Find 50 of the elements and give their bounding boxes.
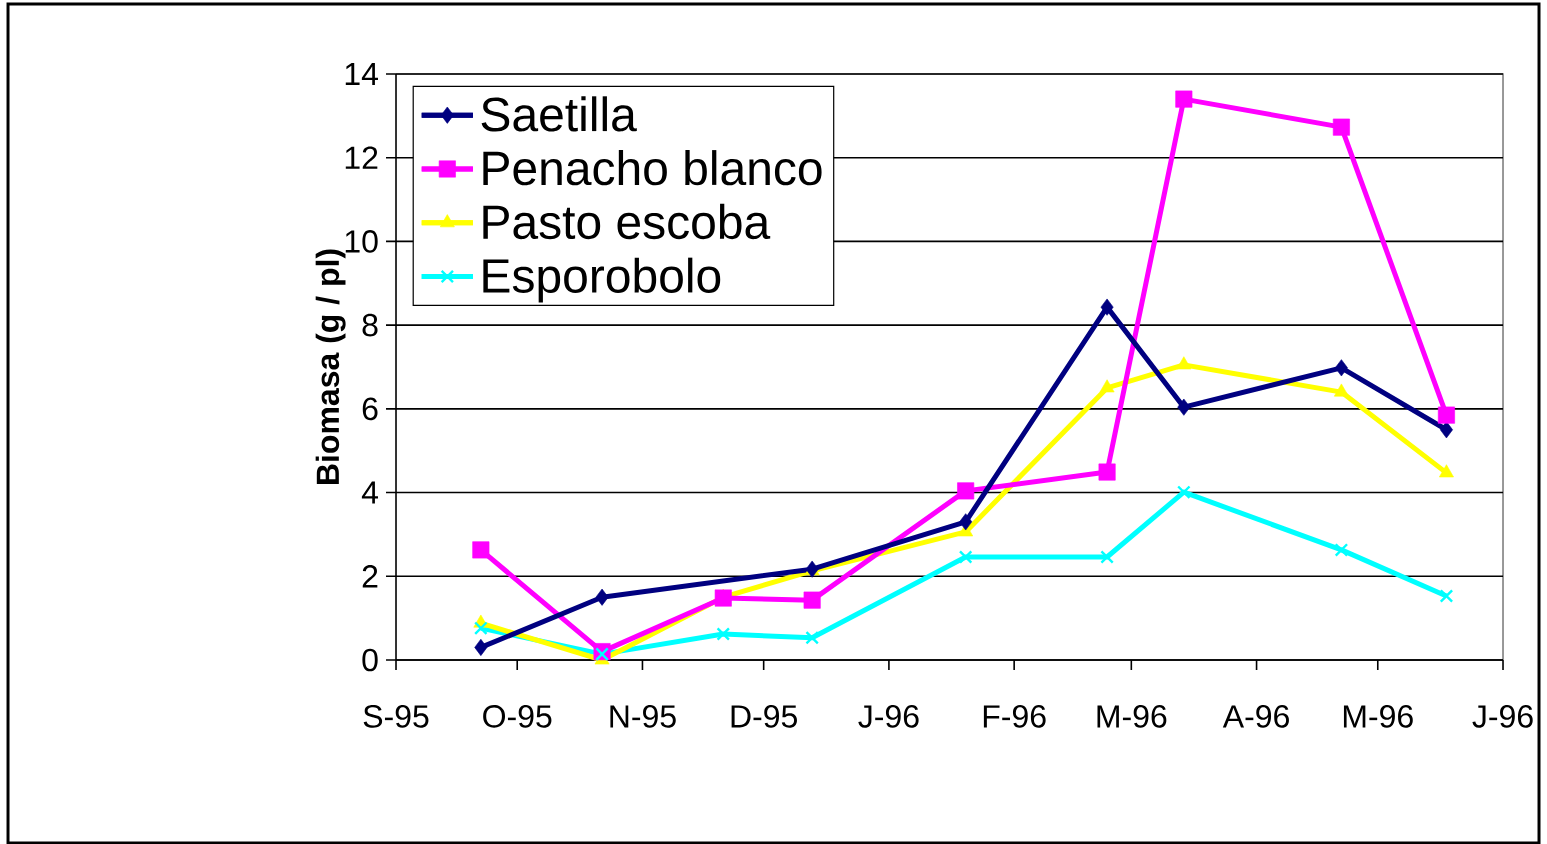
legend-label: Penacho blanco [483, 149, 822, 186]
y-tick-label: 4 [361, 481, 378, 504]
point [1175, 90, 1193, 108]
y-tick-label: 12 [345, 146, 378, 169]
point [1334, 383, 1349, 397]
point [595, 647, 609, 661]
y-tick-label: 0 [362, 648, 378, 672]
x-tick-label: N-95 [610, 704, 676, 728]
point [1439, 588, 1454, 603]
point [1440, 421, 1453, 439]
point [1332, 118, 1350, 136]
point [474, 638, 488, 656]
x-tick-label: M-96 [1343, 704, 1413, 728]
x-tick-label: S-95 [363, 704, 429, 728]
point [1100, 549, 1114, 564]
x-tick-label: O-95 [483, 704, 552, 728]
y-tick-label: 14 [345, 62, 378, 85]
point [805, 630, 819, 645]
legend-label: Esporobolo [483, 257, 721, 303]
point [1177, 398, 1191, 416]
point [595, 588, 609, 606]
x-tick-label: J-96 [1472, 704, 1533, 728]
x-tick-label: M-96 [1097, 704, 1167, 728]
point [473, 621, 488, 635]
point [716, 626, 731, 641]
point [472, 541, 490, 559]
legend-label: Saetilla [481, 96, 637, 132]
point [957, 482, 975, 500]
point [1176, 356, 1192, 370]
y-tick-label: 2 [362, 564, 378, 588]
y-tick-label: 10 [345, 229, 378, 253]
point [1099, 379, 1115, 393]
point [959, 513, 973, 531]
x-tick-label: J-96 [858, 704, 919, 728]
x-tick-label: A-96 [1222, 704, 1289, 728]
y-axis-title: Biomasa (g / pl) [315, 249, 346, 484]
legend-label: Pasto escoba [483, 203, 771, 239]
point [803, 591, 821, 609]
point [1334, 542, 1349, 557]
y-tick-label: 6 [362, 397, 378, 420]
point [1098, 463, 1116, 481]
point [1334, 359, 1348, 377]
x-tick-label: D-95 [731, 704, 797, 728]
x-tick-label: F-96 [983, 704, 1046, 728]
point [1437, 406, 1455, 424]
point [1439, 464, 1454, 478]
point [1100, 298, 1114, 316]
point [714, 589, 732, 607]
point [958, 549, 973, 564]
y-tick-label: 8 [362, 313, 378, 337]
